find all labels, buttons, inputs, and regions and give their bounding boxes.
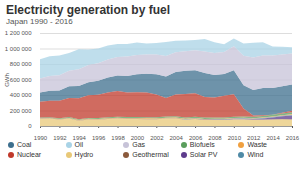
- html-text:Coal: Coal: [17, 141, 32, 148]
- html-text:Geothermal: Geothermal: [132, 151, 169, 158]
- svg-text:800 000: 800 000: [10, 61, 32, 67]
- svg-text:1996: 1996: [92, 135, 106, 140]
- svg-text:2012: 2012: [247, 135, 261, 140]
- svg-text:2008: 2008: [208, 135, 222, 140]
- svg-text:1994: 1994: [73, 135, 87, 140]
- svg-text:400 000: 400 000: [10, 92, 32, 98]
- html-text:Gas: Gas: [132, 141, 145, 148]
- html-text:Electricity generation by fuel: Electricity generation by fuel: [6, 3, 170, 17]
- svg-text:2006: 2006: [189, 135, 203, 140]
- svg-text:600 000: 600 000: [10, 77, 32, 83]
- svg-text:200 000: 200 000: [10, 108, 32, 114]
- html-text:Japan 1990 - 2016: Japan 1990 - 2016: [6, 17, 73, 26]
- svg-text:2016: 2016: [286, 135, 300, 140]
- svg-text:1 000 000: 1 000 000: [5, 46, 32, 52]
- html-text:Wind: Wind: [247, 151, 264, 158]
- svg-text:1 200 000: 1 200 000: [5, 30, 32, 36]
- svg-text:2000: 2000: [131, 135, 145, 140]
- svg-text:2014: 2014: [266, 135, 280, 140]
- svg-text:2002: 2002: [150, 135, 164, 140]
- html-text:Nuclear: Nuclear: [17, 151, 42, 158]
- svg-text:2004: 2004: [170, 135, 184, 140]
- svg-text:1990: 1990: [34, 135, 48, 140]
- svg-text:GWh: GWh: [4, 73, 10, 87]
- html-text:Waste: Waste: [247, 141, 267, 148]
- html-text:Solar PV: Solar PV: [189, 151, 218, 158]
- html-text:Biofuels: Biofuels: [189, 141, 215, 148]
- svg-text:1998: 1998: [111, 135, 125, 140]
- html-text:Hydro: Hydro: [74, 151, 94, 158]
- svg-text:0: 0: [28, 123, 32, 129]
- svg-text:2010: 2010: [228, 135, 242, 140]
- svg-text:1992: 1992: [53, 135, 67, 140]
- html-text:Oil: Oil: [74, 141, 84, 148]
